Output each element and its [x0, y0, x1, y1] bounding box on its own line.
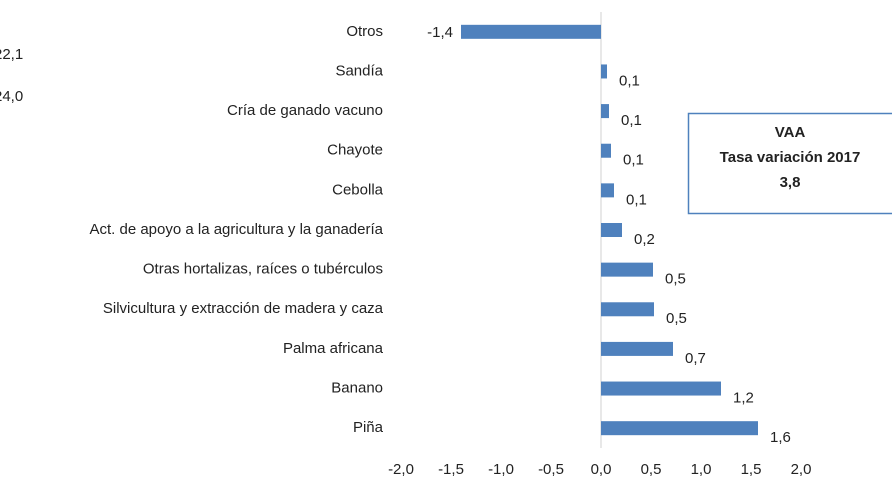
bar [601, 104, 609, 119]
y-tick-label: Piña [353, 419, 384, 436]
text-box-line: Tasa variación 2017 [720, 149, 861, 166]
x-tick-label: 0,5 [641, 461, 662, 478]
bar [601, 183, 614, 198]
bar [601, 143, 611, 158]
y-tick-label: Palma africana [283, 340, 384, 357]
x-tick-label: 0,0 [591, 461, 612, 478]
value-label: 0,1 [623, 152, 644, 169]
bar [461, 24, 601, 39]
text-box-line: VAA [775, 124, 806, 141]
value-label: -1,4 [427, 24, 453, 41]
bar [601, 223, 622, 237]
x-tick-label: -1,5 [438, 461, 464, 478]
value-label: 0,2 [634, 231, 655, 248]
text-box-line: 3,8 [780, 174, 801, 191]
y-tick-label: Otros [346, 23, 383, 40]
text-box-frame [687, 112, 892, 215]
value-label: 0,5 [665, 271, 686, 288]
x-tick-label: 1,5 [741, 461, 762, 478]
y-tick-label: Silvicultura y extracción de madera y ca… [103, 300, 384, 317]
bar [601, 302, 654, 317]
y-tick-label: Act. de apoyo a la agricultura y la gana… [89, 221, 383, 238]
value-label: 0,1 [621, 112, 642, 129]
x-tick-label: 1,0 [691, 461, 712, 478]
x-tick-label: -1,0 [488, 461, 514, 478]
bar [601, 421, 758, 436]
value-label: 0,1 [619, 72, 640, 89]
value-label: 0,1 [626, 191, 647, 208]
annotation: 22,1 [0, 46, 23, 63]
bar [601, 64, 607, 79]
y-tick-label: Cebolla [332, 181, 384, 198]
x-tick-label: -0,5 [538, 461, 564, 478]
y-tick-label: Otras hortalizas, raíces o tubérculos [143, 261, 383, 278]
y-tick-label: Banano [331, 380, 383, 397]
y-tick-label: Sandía [335, 62, 383, 79]
annotation: 24,0 [0, 88, 23, 105]
y-tick-label: Chayote [327, 142, 383, 159]
value-label: 1,6 [770, 429, 791, 446]
x-tick-label: -2,0 [388, 461, 414, 478]
value-label: 0,5 [666, 310, 687, 327]
bar [601, 341, 673, 356]
bar [601, 262, 653, 277]
value-label: 1,2 [733, 390, 754, 407]
y-tick-label: Cría de ganado vacuno [227, 102, 383, 119]
bar [601, 381, 721, 396]
x-tick-label: 2,0 [791, 461, 812, 478]
value-label: 0,7 [685, 350, 706, 367]
text-box: VAA Tasa variación 2017 3,8 [687, 112, 892, 215]
